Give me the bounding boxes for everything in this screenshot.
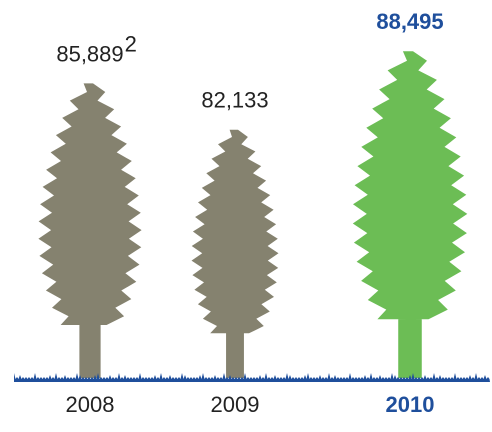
x-tick-label: 2008 bbox=[66, 392, 115, 417]
tree bbox=[352, 51, 468, 378]
x-tick-label: 2010 bbox=[386, 392, 435, 417]
x-tick-label: 2009 bbox=[211, 392, 260, 417]
value-label: 85,889 bbox=[56, 41, 123, 66]
value-label: 82,133 bbox=[201, 88, 268, 113]
value-label: 88,495 bbox=[376, 9, 443, 34]
tree bbox=[38, 83, 142, 379]
ground bbox=[14, 373, 490, 382]
tree bbox=[191, 129, 279, 378]
footnote-marker: 2 bbox=[125, 31, 137, 56]
